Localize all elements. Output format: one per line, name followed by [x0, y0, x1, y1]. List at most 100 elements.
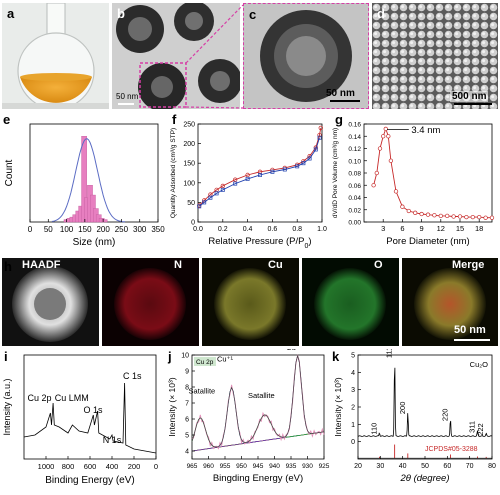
map-label-cu: Cu	[268, 259, 283, 271]
x-tick-label: 960	[203, 463, 214, 470]
data-point	[432, 213, 437, 218]
x-tick-label: 50	[44, 225, 53, 234]
data-point	[425, 212, 431, 217]
legend-label: Cu 2p	[196, 359, 214, 366]
x-tick-label: 940	[269, 463, 280, 470]
peak-label: Cu⁺¹	[286, 349, 303, 352]
y-tick-label: 1	[351, 422, 355, 429]
histogram-bar	[101, 219, 108, 223]
x-tick-label: 6	[400, 224, 404, 233]
pore-volume-line	[373, 127, 492, 219]
peak-label: Satallite	[248, 391, 275, 400]
x-tick-label: 200	[96, 225, 110, 234]
panel-d-sem-image: d 500 nm	[372, 3, 498, 109]
y-tick-label: 5	[351, 353, 355, 360]
y-tick-label: 0	[191, 220, 195, 227]
reference-label: JCPDS#05-3288	[425, 446, 478, 453]
map-label-n: N	[174, 259, 182, 271]
data-point	[406, 208, 411, 214]
peak-index-label: 220	[440, 409, 449, 422]
x-tick-label: 0.8	[292, 226, 302, 233]
tem-particles	[112, 3, 240, 109]
peak-index-label: 311	[467, 421, 476, 433]
y-tick-label: 0.06	[348, 183, 361, 190]
y-tick-label: 2	[351, 405, 355, 412]
x-tick-label: 1000	[38, 462, 55, 471]
scale-bar-c: 50 nm	[326, 88, 355, 99]
peak-label: Cu⁺¹	[217, 354, 234, 363]
x-tick-label: 60	[443, 463, 451, 470]
map-label-merge: Merge	[452, 259, 485, 271]
x-tick-label: 0.6	[268, 226, 278, 233]
y-axis-label: Count	[4, 159, 15, 186]
data-point	[457, 214, 463, 219]
panel-label-b: b	[117, 6, 125, 21]
x-tick-label: 9	[420, 224, 424, 233]
data-point	[245, 176, 250, 181]
x-tick-label: 0.2	[218, 226, 228, 233]
x-tick-label: 150	[78, 225, 92, 234]
x-tick-label: 80	[488, 463, 496, 470]
data-point	[470, 214, 475, 220]
data-point	[282, 167, 287, 172]
flask-illustration	[2, 3, 109, 109]
x-tick-label: 300	[133, 225, 147, 234]
x-axis-label: Binding Energy (eV)	[45, 475, 135, 486]
xps-cu2p-chart: Cu 2pSatalliteCu⁺¹SatalliteCu⁺¹965960955…	[167, 349, 330, 484]
data-point	[270, 169, 275, 174]
y-tick-label: 100	[183, 180, 195, 187]
y-tick-label: 0.10	[348, 158, 361, 165]
data-point	[220, 187, 225, 192]
scale-bar-b: 50 nm	[116, 92, 139, 101]
panel-label-c: c	[249, 7, 257, 22]
panel-label-a: a	[7, 6, 15, 21]
eds-maps	[2, 258, 498, 346]
data-point	[451, 214, 456, 219]
data-point	[245, 172, 250, 178]
x-tick-label: 100	[60, 225, 74, 234]
peak-index-label: 110	[369, 423, 378, 435]
x-axis-label: Relative Pressure (P/P0)	[208, 236, 311, 250]
y-tick-label: 3	[351, 387, 355, 394]
scale-bar-h: 50 nm	[454, 324, 486, 336]
panel-label-i: i	[4, 349, 8, 364]
y-tick-label: 0.14	[348, 134, 361, 141]
plot-frame	[357, 354, 493, 460]
panel-label-k: k	[332, 349, 340, 364]
data-point	[197, 204, 202, 209]
y-tick-label: 0.00	[348, 220, 361, 227]
x-tick-label: 50	[421, 463, 429, 470]
y-tick-label: 9	[185, 369, 189, 376]
x-tick-label: 800	[62, 462, 75, 471]
data-point	[374, 170, 379, 176]
map-label-o: O	[374, 259, 383, 271]
data-point	[419, 211, 424, 217]
y-tick-label: 8	[185, 385, 189, 392]
data-point	[464, 214, 469, 220]
x-axis-label: Size (nm)	[73, 237, 116, 248]
data-point	[393, 189, 399, 194]
y-tick-label: 0.04	[348, 195, 361, 202]
xrd-pattern-line	[357, 367, 493, 437]
y-tick-label: 5	[185, 433, 189, 440]
x-tick-label: 250	[115, 225, 129, 234]
x-tick-label: 350	[151, 225, 165, 234]
gaussian-fit-line	[51, 138, 126, 223]
x-tick-label: 20	[354, 463, 362, 470]
data-point	[233, 177, 238, 182]
x-axis-label: 2θ (degree)	[400, 473, 450, 484]
data-point	[383, 126, 388, 132]
isotherm-line	[198, 127, 322, 206]
x-tick-label: 15	[456, 224, 464, 233]
legend-box	[194, 357, 216, 366]
x-tick-label: 925	[319, 463, 330, 470]
panel-b-tem-image: b 50 nm	[112, 3, 240, 109]
y-tick-label: 0.16	[348, 122, 361, 129]
pore-distribution-chart: 3.4 nm 3 6 9 12 15 18 0.00 0.02 0.04 0.06 0.08 0.10 0…	[332, 122, 495, 247]
data-point	[489, 215, 495, 220]
panel-c-tem-zoom: c 50 nm	[243, 3, 369, 109]
data-point	[381, 134, 386, 139]
data-point	[202, 200, 207, 205]
y-axis-label: dV/dD Pore Volume (cm³/g nm)	[332, 128, 339, 218]
y-tick-label: 150	[183, 161, 195, 168]
